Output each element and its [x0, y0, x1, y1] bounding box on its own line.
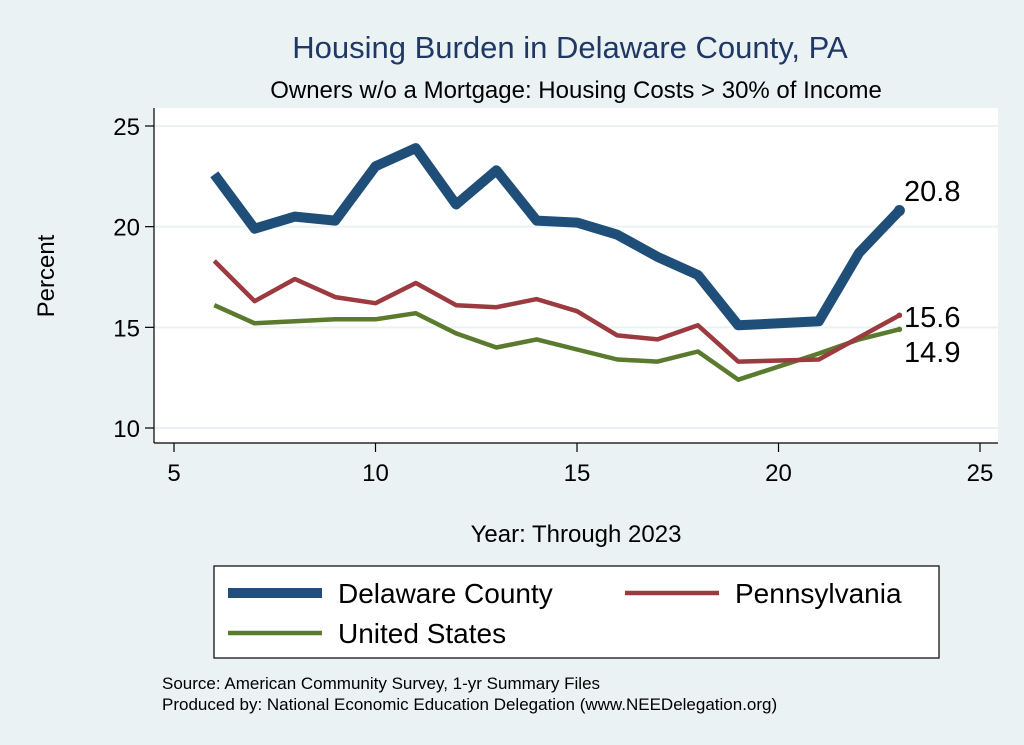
end-labels: 20.8 15.614.9	[904, 176, 960, 369]
series-endpoint	[896, 326, 903, 333]
y-tick-label: 25	[113, 114, 140, 141]
legend-label: United States	[338, 618, 506, 649]
chart-subtitle: Owners w/o a Mortgage: Housing Costs > 3…	[270, 77, 882, 104]
x-tick-label: 15	[564, 460, 591, 487]
series-line-pennsylvania	[212, 259, 901, 364]
x-axis-title: Year: Through 2023	[471, 521, 682, 548]
x-tick-label: 25	[967, 460, 994, 487]
legend-label: Delaware County	[338, 578, 553, 609]
source-note: Source: American Community Survey, 1-yr …	[162, 674, 600, 693]
producer-note: Produced by: National Economic Education…	[162, 695, 777, 714]
end-label-united-states: 14.9	[904, 337, 960, 369]
end-label-delaware-county: 20.8	[904, 176, 960, 208]
y-tick-label: 20	[113, 215, 140, 242]
x-tick-label: 10	[362, 460, 389, 487]
legend-label: Pennsylvania	[735, 578, 902, 609]
y-tick-label: 15	[113, 315, 140, 342]
legend: Delaware County Pennsylvania United States	[228, 578, 902, 649]
end-label-pennsylvania: 15.6	[904, 302, 960, 334]
x-axis-ticks: 5 10 15 20 25	[167, 443, 993, 487]
legend-box	[213, 565, 940, 659]
series-group	[210, 143, 905, 382]
y-axis-title: Percent	[33, 234, 60, 317]
series-endpoint	[896, 312, 903, 319]
series-line-delaware-county	[210, 143, 904, 331]
series-endpoint	[893, 205, 905, 217]
plot-area	[154, 108, 998, 443]
series-line-united-states	[213, 303, 900, 382]
y-tick-label: 10	[113, 416, 140, 443]
x-tick-label: 5	[167, 460, 180, 487]
y-axis-ticks: 10 15 20 25	[113, 114, 154, 443]
chart-title: Housing Burden in Delaware County, PA	[292, 30, 848, 65]
x-tick-label: 20	[765, 460, 792, 487]
